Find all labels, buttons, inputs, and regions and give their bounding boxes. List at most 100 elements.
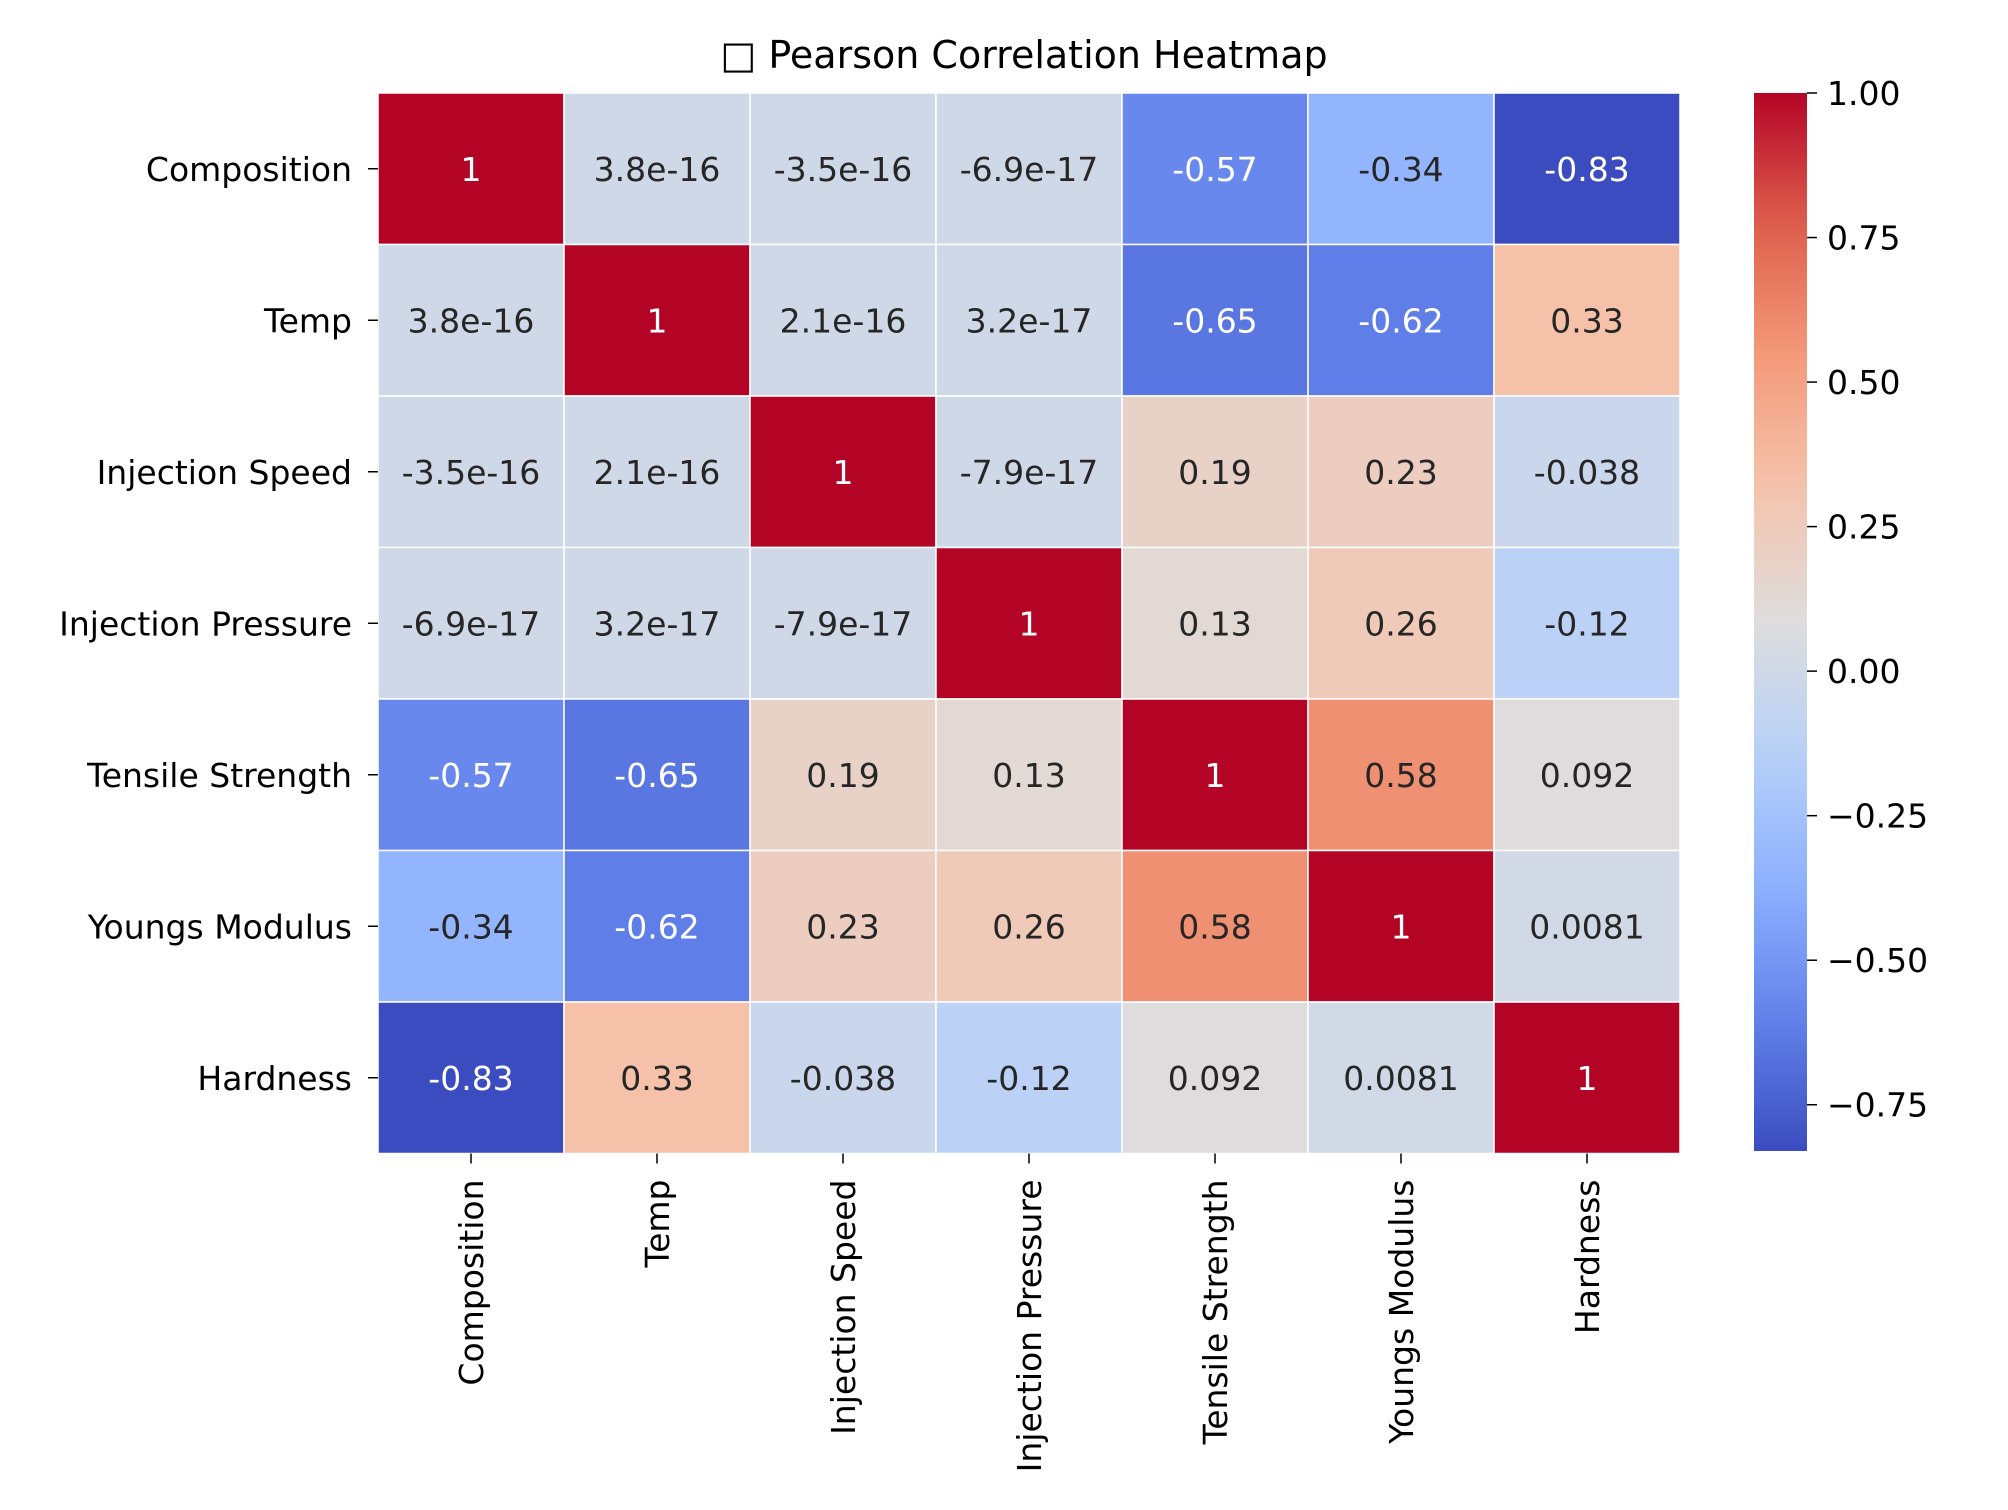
heatmap-cell (377, 243, 565, 397)
cell-annotation: 1 (1205, 756, 1226, 795)
cell-annotation: -3.5e-16 (402, 453, 541, 492)
cell-annotation: 2.1e-16 (594, 453, 721, 492)
cell-annotation: -7.9e-17 (960, 453, 1099, 492)
colorbar-tick-label: 0.50 (1827, 363, 1900, 402)
heatmap-cell (563, 395, 751, 549)
heatmap-cell (563, 546, 751, 700)
column-labels: Composition Temp Injection Speed Injection … (452, 1153, 1607, 1473)
cell-annotation: 0.0081 (1529, 907, 1644, 946)
cell-annotation: 3.8e-16 (594, 150, 721, 189)
cell-annotation: 0.19 (1178, 453, 1251, 492)
column-label: Injection Pressure (1010, 1180, 1049, 1473)
heatmap-cell (1493, 243, 1681, 397)
row-label: Composition (146, 150, 352, 189)
row-label: Hardness (197, 1059, 352, 1098)
cell-annotation: 3.8e-16 (408, 301, 535, 340)
column-label: Injection Speed (824, 1180, 863, 1435)
cell-annotation: 1 (647, 301, 668, 340)
cell-annotation: 0.26 (992, 907, 1065, 946)
row-label: Temp (263, 301, 352, 340)
heatmap-cell (377, 1001, 565, 1155)
row-label: Injection Pressure (59, 604, 352, 643)
heatmap-cell (377, 849, 565, 1003)
heatmap-cell (749, 1001, 937, 1155)
cell-annotation: -0.038 (790, 1059, 896, 1098)
cell-annotation: 0.58 (1364, 756, 1437, 795)
heatmap-cell (1121, 849, 1309, 1003)
heatmap-cell (1493, 395, 1681, 549)
cell-annotation: 1 (1577, 1059, 1598, 1098)
heatmap-cells: 1 3.8e-16 -3.5e-16 -6.9e-17 -0.57 -0.34 -0.83 3… (377, 92, 1681, 1155)
cell-annotation: 0.0081 (1343, 1059, 1458, 1098)
colorbar-tick-label: −0.75 (1827, 1086, 1928, 1125)
row-label: Tensile Strength (86, 756, 352, 795)
cell-annotation: 0.092 (1168, 1059, 1262, 1098)
heatmap-cell (749, 243, 937, 397)
colorbar-tick-label: 0.00 (1827, 652, 1900, 691)
cell-annotation: -0.62 (614, 907, 699, 946)
colorbar-gradient (1754, 93, 1807, 1151)
heatmap-cell (1121, 243, 1309, 397)
cell-annotation: -0.83 (428, 1059, 513, 1098)
heatmap-cell (1307, 243, 1495, 397)
heatmap-cell (1493, 546, 1681, 700)
cell-annotation: 0.33 (1550, 301, 1623, 340)
cell-annotation: 2.1e-16 (780, 301, 907, 340)
heatmap-cell (749, 849, 937, 1003)
heatmap-cell (1307, 395, 1495, 549)
heatmap-cell (377, 395, 565, 549)
cell-annotation: -7.9e-17 (774, 604, 913, 643)
heatmap-cell (1493, 1001, 1681, 1155)
column-label: Temp (638, 1180, 677, 1269)
chart-title: □ Pearson Correlation Heatmap (720, 33, 1327, 77)
column-label: Hardness (1568, 1180, 1607, 1335)
colorbar-tick-label: 0.75 (1827, 219, 1900, 258)
cell-annotation: 1 (1391, 907, 1412, 946)
cell-annotation: 3.2e-17 (594, 604, 721, 643)
heatmap-cell (1121, 395, 1309, 549)
heatmap-cell (1121, 92, 1309, 246)
heatmap-cell (749, 395, 937, 549)
heatmap-cell (377, 546, 565, 700)
cell-annotation: -6.9e-17 (402, 604, 541, 643)
cell-annotation: -0.65 (1172, 301, 1257, 340)
heatmap-cell (563, 849, 751, 1003)
cell-annotation: -0.34 (1358, 150, 1443, 189)
heatmap-cell (935, 395, 1123, 549)
cell-annotation: -0.12 (986, 1059, 1071, 1098)
cell-annotation: -0.34 (428, 907, 513, 946)
column-label: Youngs Modulus (1382, 1180, 1421, 1445)
colorbar-tick-label: 1.00 (1827, 74, 1900, 113)
cell-annotation: 0.23 (806, 907, 879, 946)
colorbar-tick-label: 0.25 (1827, 508, 1900, 547)
cell-annotation: 0.19 (806, 756, 879, 795)
heatmap-cell (563, 92, 751, 246)
cell-annotation: -0.12 (1544, 604, 1629, 643)
cell-annotation: -3.5e-16 (774, 150, 913, 189)
cell-annotation: 0.092 (1540, 756, 1634, 795)
cell-annotation: -0.62 (1358, 301, 1443, 340)
cell-annotation: -0.57 (428, 756, 513, 795)
heatmap-cell (749, 92, 937, 246)
cell-annotation: -0.57 (1172, 150, 1257, 189)
heatmap-cell (377, 698, 565, 852)
heatmap-cell (1493, 698, 1681, 852)
row-label: Youngs Modulus (87, 907, 352, 946)
heatmap-cell (1307, 1001, 1495, 1155)
cell-annotation: 0.13 (1178, 604, 1251, 643)
heatmap-cell (377, 92, 565, 246)
cell-annotation: 0.26 (1364, 604, 1437, 643)
cell-annotation: -0.83 (1544, 150, 1629, 189)
cell-annotation: 0.33 (620, 1059, 693, 1098)
column-label: Tensile Strength (1196, 1180, 1235, 1446)
cell-annotation: -0.65 (614, 756, 699, 795)
cell-annotation: 1 (1019, 604, 1040, 643)
row-labels: Composition Temp Injection Speed Injection … (59, 150, 378, 1098)
heatmap-cell (1121, 1001, 1309, 1155)
cell-annotation: 0.58 (1178, 907, 1251, 946)
cell-annotation: 0.23 (1364, 453, 1437, 492)
heatmap-cell (1307, 546, 1495, 700)
colorbar-tick-label: −0.50 (1827, 941, 1928, 980)
heatmap-cell (935, 92, 1123, 246)
